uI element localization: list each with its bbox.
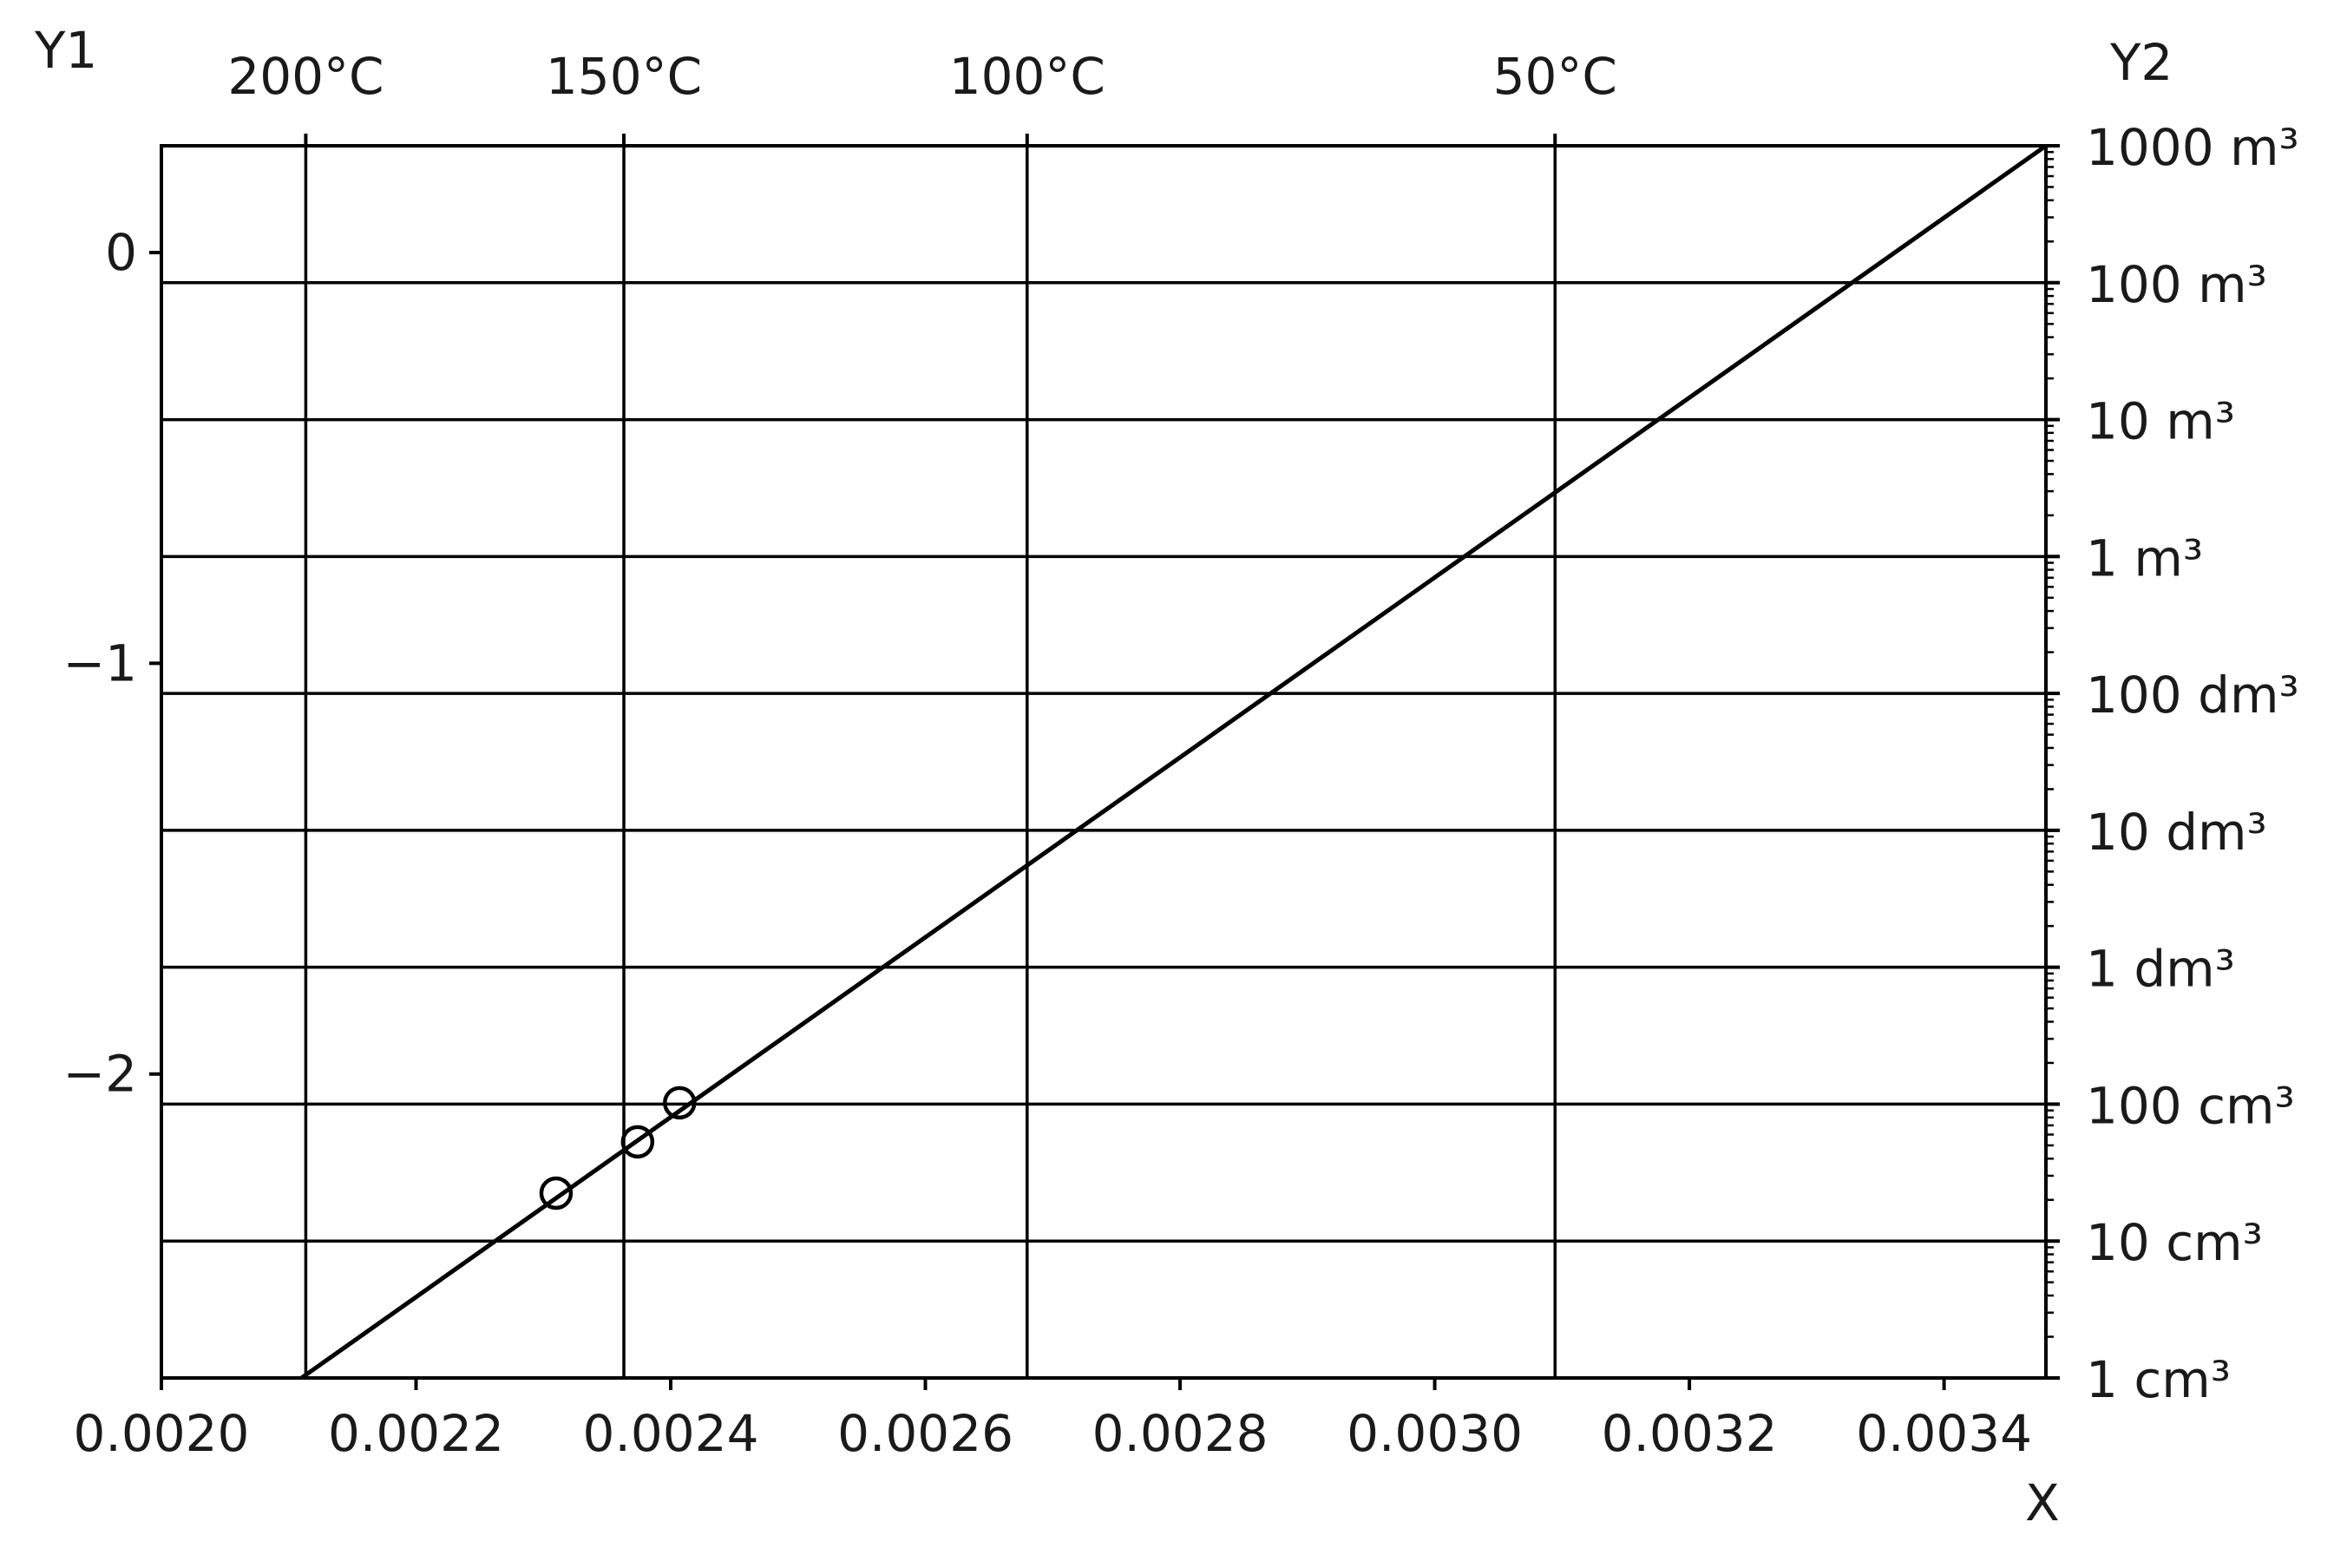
top-tick-label-2: 100°C bbox=[949, 47, 1105, 106]
data-point-1 bbox=[620, 1125, 655, 1159]
top-tick-label-3: 50°C bbox=[1493, 47, 1617, 106]
x-tick-label-0: 0.0020 bbox=[74, 1404, 250, 1463]
y2-axis-label: Y2 bbox=[2109, 33, 2173, 92]
plot-frame bbox=[160, 144, 2048, 1380]
y1-tick-label-2: −2 bbox=[63, 1045, 138, 1104]
x-tick-label-3: 0.0026 bbox=[837, 1404, 1013, 1463]
data-point-0 bbox=[539, 1176, 574, 1210]
y2-tick-label-1: 100 m³ bbox=[2086, 255, 2267, 314]
series-layer bbox=[299, 143, 2048, 1381]
ticks-layer bbox=[149, 134, 2060, 1390]
y2-tick-label-5: 10 dm³ bbox=[2086, 803, 2267, 862]
y2-tick-label-3: 1 m³ bbox=[2086, 528, 2203, 587]
top-tick-label-0: 200°C bbox=[227, 47, 384, 106]
y2-tick-label-0: 1000 m³ bbox=[2086, 118, 2299, 177]
x-tick-label-2: 0.0024 bbox=[583, 1404, 759, 1463]
top-tick-label-1: 150°C bbox=[546, 47, 702, 106]
y2-tick-label-4: 100 dm³ bbox=[2086, 666, 2299, 725]
data-point-2 bbox=[663, 1086, 697, 1120]
x-tick-label-4: 0.0028 bbox=[1092, 1404, 1269, 1463]
y2-tick-label-9: 1 cm³ bbox=[2086, 1350, 2231, 1409]
labels-layer: 0.0020 0.0022 0.0024 0.0026 0.0028 0.0030 0.00… bbox=[63, 47, 2299, 1463]
y2-tick-label-7: 100 cm³ bbox=[2086, 1076, 2295, 1135]
grid-layer bbox=[161, 146, 2046, 1378]
fit-line bbox=[299, 143, 2048, 1381]
x-tick-label-1: 0.0022 bbox=[328, 1404, 504, 1463]
x-tick-label-6: 0.0032 bbox=[1602, 1404, 1778, 1463]
x-tick-label-7: 0.0034 bbox=[1856, 1404, 2032, 1463]
y2-tick-label-8: 10 cm³ bbox=[2086, 1213, 2263, 1272]
y2-tick-label-6: 1 dm³ bbox=[2086, 940, 2235, 999]
y1-tick-label-1: −1 bbox=[63, 633, 138, 692]
y1-tick-label-0: 0 bbox=[105, 223, 137, 282]
x-tick-label-5: 0.0030 bbox=[1347, 1404, 1523, 1463]
y1-axis-label: Y1 bbox=[34, 21, 97, 80]
y2-tick-label-2: 10 m³ bbox=[2086, 392, 2235, 451]
x-axis-label: X bbox=[2025, 1473, 2060, 1532]
